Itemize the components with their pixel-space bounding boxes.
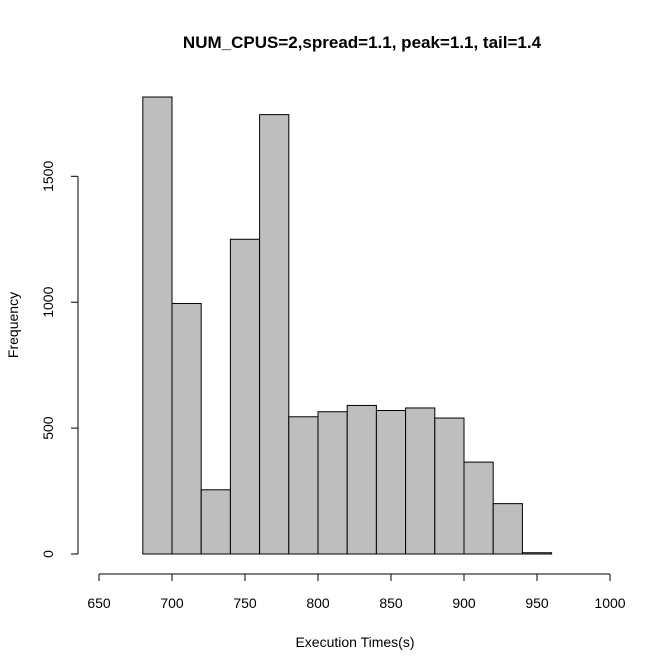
x-tick-label: 1000 <box>594 595 625 611</box>
x-tick-label: 950 <box>525 595 549 611</box>
histogram-bar <box>200 489 231 555</box>
y-axis: 0 500 1000 1500 <box>40 161 79 558</box>
y-tick-label: 500 <box>40 416 56 440</box>
histogram-bar <box>463 461 494 555</box>
histogram-bar <box>317 411 348 555</box>
histogram-bar <box>346 404 377 555</box>
y-tick-label: 1500 <box>40 161 56 192</box>
x-tick-label: 700 <box>160 595 184 611</box>
histogram-bar <box>259 114 290 555</box>
histogram-bar <box>229 238 261 555</box>
x-axis-label: Execution Times(s) <box>295 634 414 650</box>
x-tick-label: 650 <box>87 595 111 611</box>
bars-group <box>142 96 553 555</box>
y-tick-label: 1000 <box>40 286 56 317</box>
histogram-bar <box>171 302 202 555</box>
histogram-bar <box>375 409 407 555</box>
x-tick-label: 800 <box>306 595 330 611</box>
x-tick-label: 850 <box>379 595 403 611</box>
x-tick-label: 900 <box>452 595 476 611</box>
x-tick-label: 750 <box>233 595 257 611</box>
histogram-bar <box>142 96 173 555</box>
histogram-bar <box>405 407 436 555</box>
chart-title: NUM_CPUS=2,spread=1.1, peak=1.1, tail=1.… <box>183 33 542 52</box>
histogram-bar <box>288 416 319 555</box>
histogram-bar <box>492 503 523 555</box>
histogram-bar <box>521 552 553 555</box>
y-axis-label: Frequency <box>5 292 21 358</box>
y-tick-label: 0 <box>40 550 56 558</box>
x-axis: 650 700 750 800 850 900 950 1000 <box>87 573 626 611</box>
histogram-bar <box>434 417 465 555</box>
